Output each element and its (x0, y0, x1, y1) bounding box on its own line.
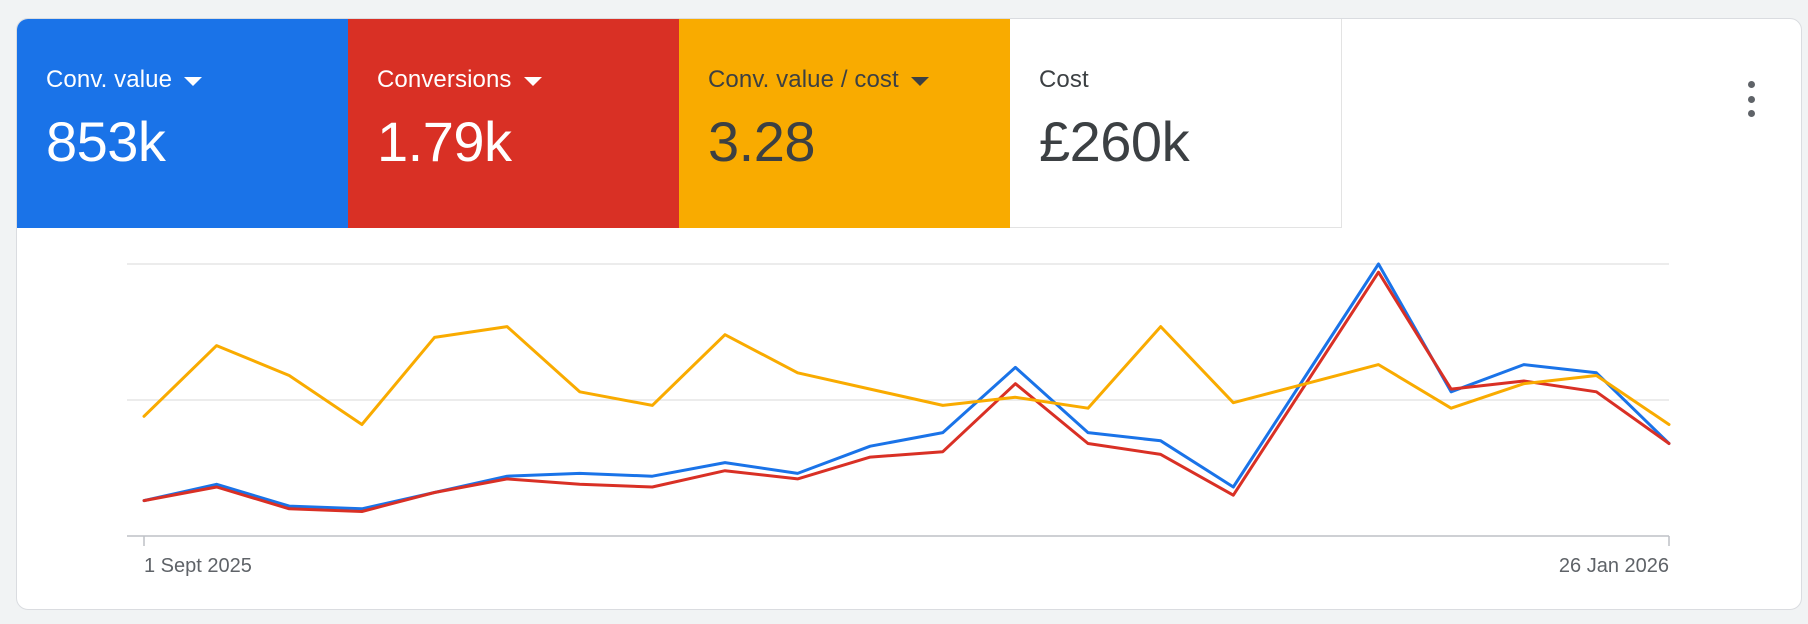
metric-value: 3.28 (708, 110, 816, 173)
x-tick-label-end: 26 Jan 2026 (1559, 555, 1669, 577)
metric-label: Cost (1039, 66, 1089, 93)
x-tick-label-start: 1 Sept 2025 (144, 555, 252, 577)
metric-label: Conv. value (46, 66, 173, 93)
series-line-1 (142, 270, 1671, 513)
arrow-drop-down-icon[interactable] (523, 76, 542, 86)
kebab-dot (1747, 110, 1755, 117)
metric-tile-conversions[interactable]: Conversions 1.79k (348, 19, 679, 228)
metric-value: 853k (46, 110, 166, 173)
metric-tiles: Conv. value 853k Conversions 1.79k Conv.… (17, 19, 1342, 228)
more-vert-icon[interactable] (1741, 81, 1761, 117)
chart-series (142, 262, 1671, 513)
arrow-drop-down-icon[interactable] (184, 76, 203, 86)
metric-tile-conv-value[interactable]: Conv. value 853k (17, 19, 348, 228)
metric-tile-cost[interactable]: Cost £260k (1010, 19, 1342, 228)
series-line-2 (142, 325, 1671, 426)
line-chart: 1 Sept 2025 26 Jan 2026 (127, 262, 1671, 577)
metric-tile-header: Cost (1039, 65, 1341, 95)
metric-tile-conv-value-per-cost[interactable]: Conv. value / cost 3.28 (679, 19, 1010, 228)
metric-tile-header: Conv. value / cost (708, 65, 1010, 95)
performance-card: Conv. value 853k Conversions 1.79k Conv.… (16, 18, 1802, 610)
kebab-dot (1747, 81, 1755, 88)
metric-value: £260k (1039, 110, 1190, 173)
kebab-dot (1747, 95, 1755, 103)
metric-label: Conv. value / cost (708, 66, 899, 93)
metric-label: Conversions (377, 66, 512, 93)
metric-tile-header: Conversions (377, 65, 679, 95)
metric-value: 1.79k (377, 110, 512, 173)
series-line-0 (142, 262, 1671, 511)
arrow-drop-down-icon[interactable] (910, 76, 929, 86)
metric-tile-header: Conv. value (46, 65, 348, 95)
